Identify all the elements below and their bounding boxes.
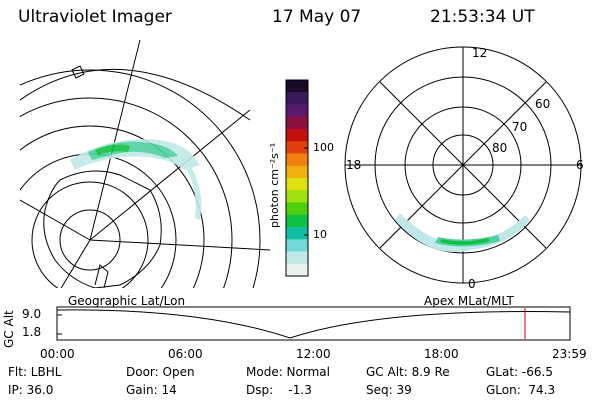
time-tick-1800: 18:00 — [424, 347, 459, 361]
time-tick-0000: 00:00 — [40, 347, 75, 361]
altitude-ytick-low: 1.8 — [22, 325, 42, 339]
colorbar-segment — [286, 80, 308, 93]
colorbar-segment — [286, 153, 308, 167]
aurora-emission — [395, 213, 530, 252]
geographic-map-label: Geographic Lat/Lon — [68, 294, 186, 308]
altitude-ytick-high: 9.0 — [22, 307, 42, 321]
time-tick-1200: 12:00 — [296, 347, 331, 361]
colorbar-segment — [286, 239, 308, 252]
mlat-label-70: 70 — [512, 120, 528, 134]
lon-line — [89, 239, 270, 251]
lat-circle — [20, 125, 205, 288]
lat-circle — [31, 181, 149, 288]
colorbar-segment — [286, 202, 308, 216]
app-title: Ultraviolet Imager — [18, 7, 172, 27]
glat-status: GLat: -66.5 — [486, 365, 553, 379]
geographic-map — [20, 40, 270, 288]
lon-line — [89, 109, 251, 241]
colorbar-segment — [286, 263, 308, 277]
lon-line — [20, 199, 91, 241]
dsp-status: Dsp: -1.3 — [246, 383, 312, 397]
flt-status: Flt: LBHL — [8, 365, 62, 379]
colorbar-segment — [286, 227, 308, 240]
lat-circle — [20, 69, 261, 288]
time-label: 21:53:34 UT — [430, 7, 535, 27]
lon-line — [89, 40, 141, 241]
colorbar-segment — [286, 92, 308, 105]
magnetic-polar-plot — [344, 46, 582, 284]
mlat-label-80: 80 — [492, 141, 508, 155]
altitude-ylabel: GC Alt — [2, 310, 16, 348]
mlat-label-60: 60 — [535, 97, 551, 111]
mlt-label-18: 18 — [346, 158, 362, 172]
mlt-label-0: 0 — [468, 277, 476, 291]
colorbar-segment — [286, 141, 308, 154]
altitude-plot — [56, 306, 571, 341]
colorbar-segment — [286, 104, 308, 118]
mlt-line — [379, 81, 547, 249]
mlt-label-12: 12 — [472, 46, 488, 60]
mlt-label-6: 6 — [576, 158, 584, 172]
colorbar-segment — [286, 190, 308, 203]
gain-status: Gain: 14 — [126, 383, 177, 397]
glon-status: GLon: 74.3 — [486, 383, 556, 397]
mode-status: Mode: Normal — [246, 365, 330, 379]
lat-circle — [20, 97, 233, 288]
colorbar-segment — [286, 214, 308, 228]
aurora-emission — [70, 139, 202, 220]
colorbar-unit-label: photon cm⁻²s⁻¹ — [268, 143, 281, 228]
lat-circle — [59, 209, 121, 271]
coastline — [94, 264, 109, 288]
coastline — [71, 65, 85, 79]
colorbar-segment — [286, 116, 308, 130]
gc-alt-status: GC Alt: 8.9 Re — [366, 365, 450, 379]
colorbar-gradient — [286, 80, 308, 277]
ip-status: IP: 36.0 — [8, 383, 54, 397]
colorbar-tick-100: 100 — [313, 141, 334, 154]
coastline — [43, 170, 162, 288]
colorbar-segment — [286, 129, 308, 142]
door-status: Door: Open — [126, 365, 195, 379]
map-border — [20, 68, 251, 121]
colorbar: photon cm⁻²s⁻¹ — [268, 79, 309, 277]
magnetic-map-label: Apex MLat/MLT — [424, 294, 514, 308]
seq-status: Seq: 39 — [366, 383, 412, 397]
lon-line — [60, 239, 91, 288]
colorbar-tick-10: 10 — [313, 228, 327, 241]
colorbar-segment — [286, 178, 308, 191]
date-label: 17 May 07 — [272, 7, 362, 27]
colorbar-segment — [286, 165, 308, 179]
time-tick-2359: 23:59 — [552, 347, 587, 361]
time-tick-0600: 06:00 — [168, 347, 203, 361]
colorbar-segment — [286, 251, 308, 265]
altitude-curve — [56, 309, 571, 339]
